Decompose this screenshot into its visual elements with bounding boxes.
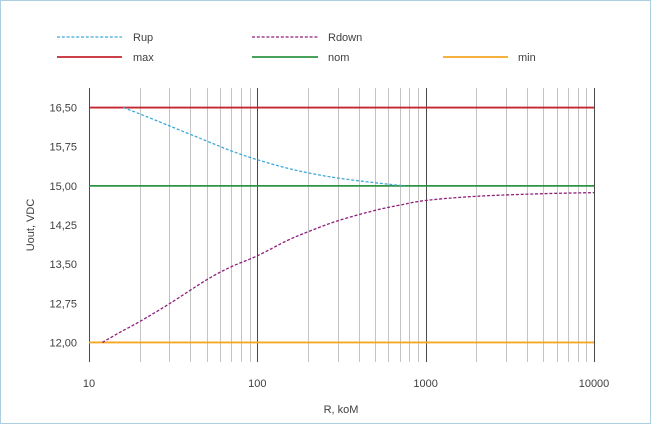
series-line-rdown <box>102 191 595 343</box>
y-tick-label: 15,00 <box>49 181 77 193</box>
legend-label-rup: Rup <box>133 32 153 44</box>
series-line-rup <box>123 106 405 187</box>
y-axis-label: Uout, VDC <box>25 199 37 252</box>
y-tick-label: 12,00 <box>49 337 77 349</box>
y-tick-label: 12,75 <box>49 298 77 310</box>
series-lines <box>89 106 595 344</box>
x-tick-label: 1000 <box>413 378 437 390</box>
legend-label-nom: nom <box>328 52 349 64</box>
y-tick-label: 13,50 <box>49 259 77 271</box>
vertical-gridlines <box>89 88 595 362</box>
legend-label-max: max <box>133 52 154 64</box>
y-tick-label: 15,75 <box>49 142 77 154</box>
x-tick-label: 10 <box>83 378 95 390</box>
y-axis-ticks: 12,00 12,75 13,50 14,25 15,00 15,75 16,50 <box>49 103 77 350</box>
y-tick-label: 14,25 <box>49 220 77 232</box>
x-tick-label: 100 <box>248 378 266 390</box>
x-axis-label: R, koM <box>324 404 359 416</box>
legend: Rup Rdown max nom min <box>57 32 536 64</box>
x-axis-ticks: 10 100 1000 10000 <box>83 378 609 390</box>
legend-label-rdown: Rdown <box>328 32 362 44</box>
y-tick-label: 16,50 <box>49 103 77 115</box>
legend-label-min: min <box>518 52 536 64</box>
x-tick-label: 10000 <box>579 378 610 390</box>
